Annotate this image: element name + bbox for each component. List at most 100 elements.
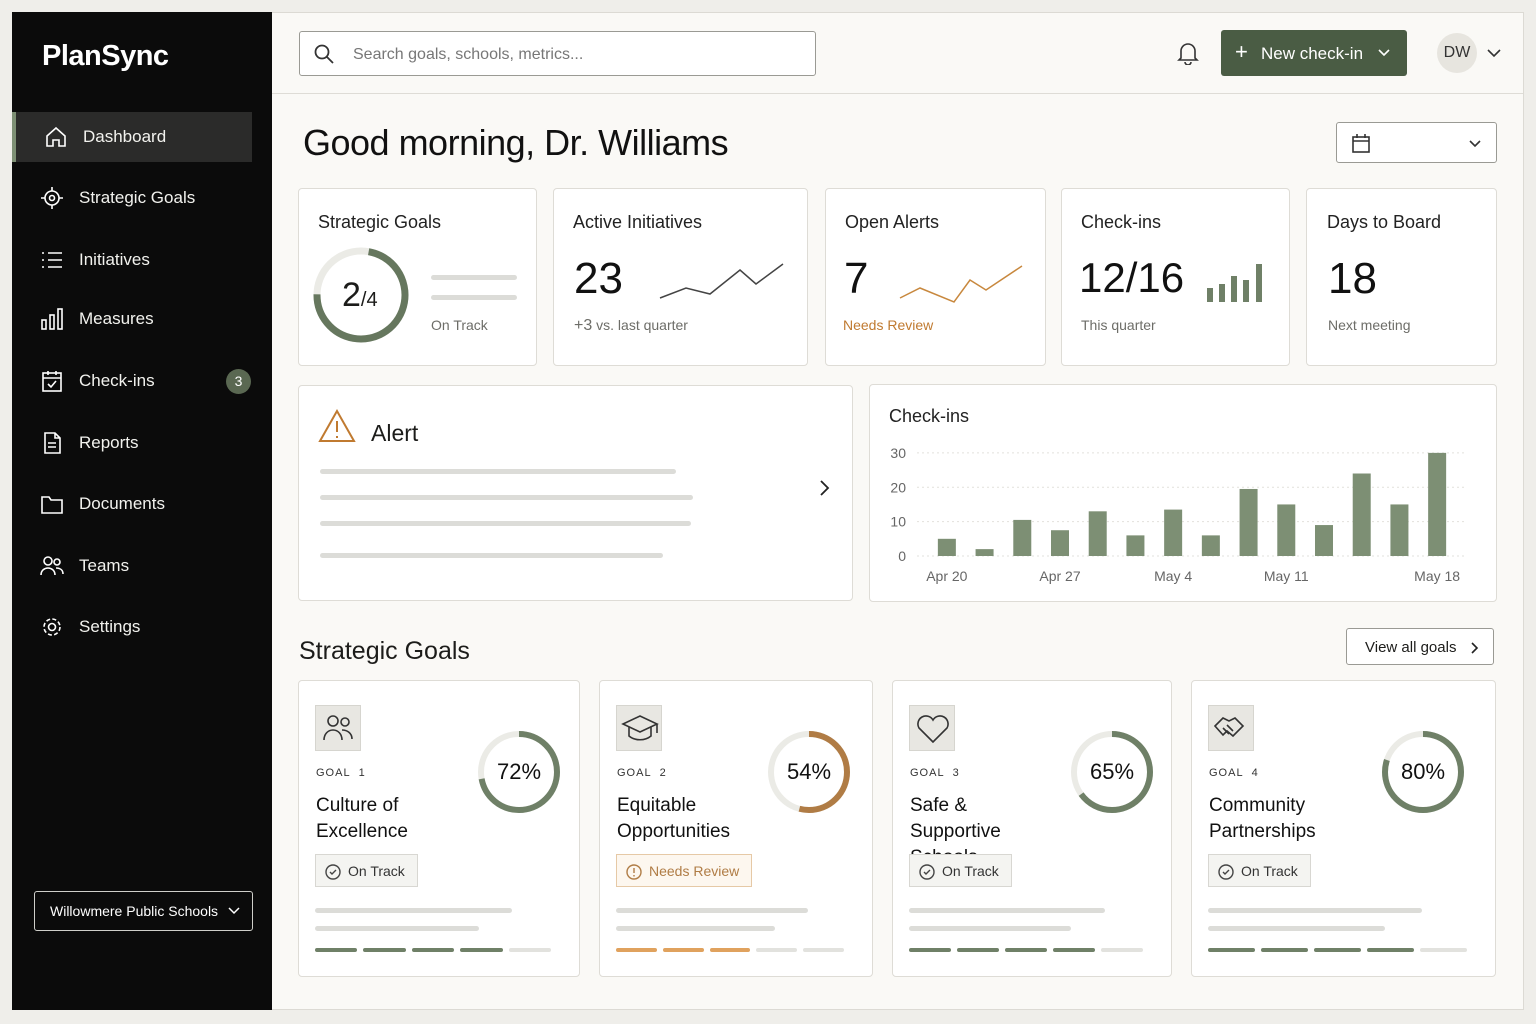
goal-number: 3 [952,767,960,779]
bar [1315,525,1333,556]
progress-segment [803,948,844,952]
placeholder-line [320,553,663,558]
kpi-title: Check-ins [1081,212,1162,232]
x-tick-label: May 4 [1154,568,1192,584]
goal-icon [1208,705,1254,751]
date-picker[interactable] [1336,122,1497,163]
placeholder-line [320,469,676,474]
goal-eyebrow: GOAL 1 [316,767,366,779]
nav-label: Settings [79,617,141,636]
nav-label: Documents [79,494,165,513]
ring-label: 72% [496,759,542,784]
nav-item[interactable]: Check-ins 3 [12,356,252,406]
bar [1201,535,1220,556]
kpi-card [1306,188,1497,366]
sidebar [12,12,272,1010]
status-pill: Needs Review [616,854,753,887]
nav-item[interactable]: Settings [12,602,252,652]
goal-icon [315,705,361,751]
nav-label: Check-ins [79,371,155,390]
nav-label: Reports [79,433,139,452]
button-label: New check-in [1261,44,1364,63]
org-select[interactable]: Willowmere Public Schools [34,891,253,931]
progress-segment [1261,948,1308,952]
nav-item[interactable]: Teams [12,541,252,591]
kpi-value: 2/4 [342,276,378,315]
nav-item[interactable]: Dashboard [12,112,252,162]
goal-eyebrow: GOAL 2 [617,767,667,779]
alert-card[interactable] [298,385,853,601]
progress-ring [478,731,560,813]
y-tick-label: 20 [890,479,906,495]
alert-chevron[interactable] [819,479,831,497]
search-box[interactable]: Search goals, schools, metrics... [299,31,816,76]
status-label: Needs Review [649,863,740,879]
kpi-caption: On Track [431,317,488,333]
placeholder-line [431,275,517,280]
kpi-card [825,188,1046,366]
x-tick-label: May 11 [1264,568,1309,584]
goal-eyebrow-text: GOAL [617,767,652,779]
nav-label: Dashboard [83,127,167,146]
ring-progress [478,731,560,813]
header-border [272,93,1523,94]
nav-item[interactable]: Measures [12,294,252,344]
placeholder-line [431,295,517,300]
nav-item[interactable]: Strategic Goals [12,173,252,223]
placeholder-line [1208,908,1422,913]
progress-segment [909,948,951,952]
placeholder-line [320,495,693,500]
status-pill: On Track [909,854,1012,887]
new-checkin-button[interactable]: + New check-in [1221,30,1407,76]
button-label: View all goals [1365,639,1457,656]
status-label: On Track [348,863,405,879]
goal-card[interactable]: GOAL 1 Culture of Excellence On Track 72% [298,680,580,977]
status-pill: On Track [315,854,418,887]
kpi-caption-text: vs. last quarter [596,317,688,333]
placeholder-line [909,926,1071,931]
ring-progress [1071,731,1153,813]
kpi-title: Open Alerts [845,212,940,232]
progress-segment [1420,948,1467,952]
goal-title: Culture of Excellence [316,795,408,842]
placeholder-line [315,908,512,913]
goal-icon [616,705,662,751]
alert-title: Alert [371,420,419,446]
avatar-chevron[interactable] [1487,49,1501,58]
progress-segment [1314,948,1361,952]
sparkline [899,265,1023,303]
bell-icon[interactable] [1177,41,1199,65]
goal-eyebrow-text: GOAL [1209,767,1244,779]
view-all-button[interactable]: View all goals [1346,628,1494,665]
progress-segment [315,948,358,952]
nav-item[interactable]: Documents [12,479,252,529]
nav-item[interactable]: Initiatives [12,235,252,285]
sparkline [659,263,784,299]
nav-label: Measures [79,309,154,328]
bar [1428,452,1447,556]
y-tick-label: 10 [890,514,906,530]
goal-number: 1 [358,767,366,779]
progress-segment [508,948,551,952]
progress-ring [768,731,850,813]
search-placeholder: Search goals, schools, metrics... [353,46,584,63]
kpi-value: 18 [1328,254,1377,303]
kpi-caption: Needs Review [843,317,934,333]
brand: PlanSync [42,40,169,72]
goal-number: 4 [1251,767,1259,779]
nav-item[interactable]: Reports [12,418,252,468]
alert-icon [318,408,356,442]
goal-eyebrow: GOAL 4 [1209,767,1259,779]
progress-ring [1071,731,1153,813]
goal-card[interactable]: GOAL 4 Community Partnerships On Track 80% [1191,680,1496,977]
status-label: On Track [1241,863,1298,879]
goal-card[interactable]: GOAL 2 Equitable Opportunities Needs Review… [599,680,873,977]
progress-ring [1382,731,1464,813]
nav-badge: 3 [226,369,251,394]
avatar[interactable]: DW [1437,33,1477,73]
kpi-value: 12/16 [1079,254,1185,301]
kpi-value-total: /4 [360,289,378,311]
bar [1051,530,1069,556]
